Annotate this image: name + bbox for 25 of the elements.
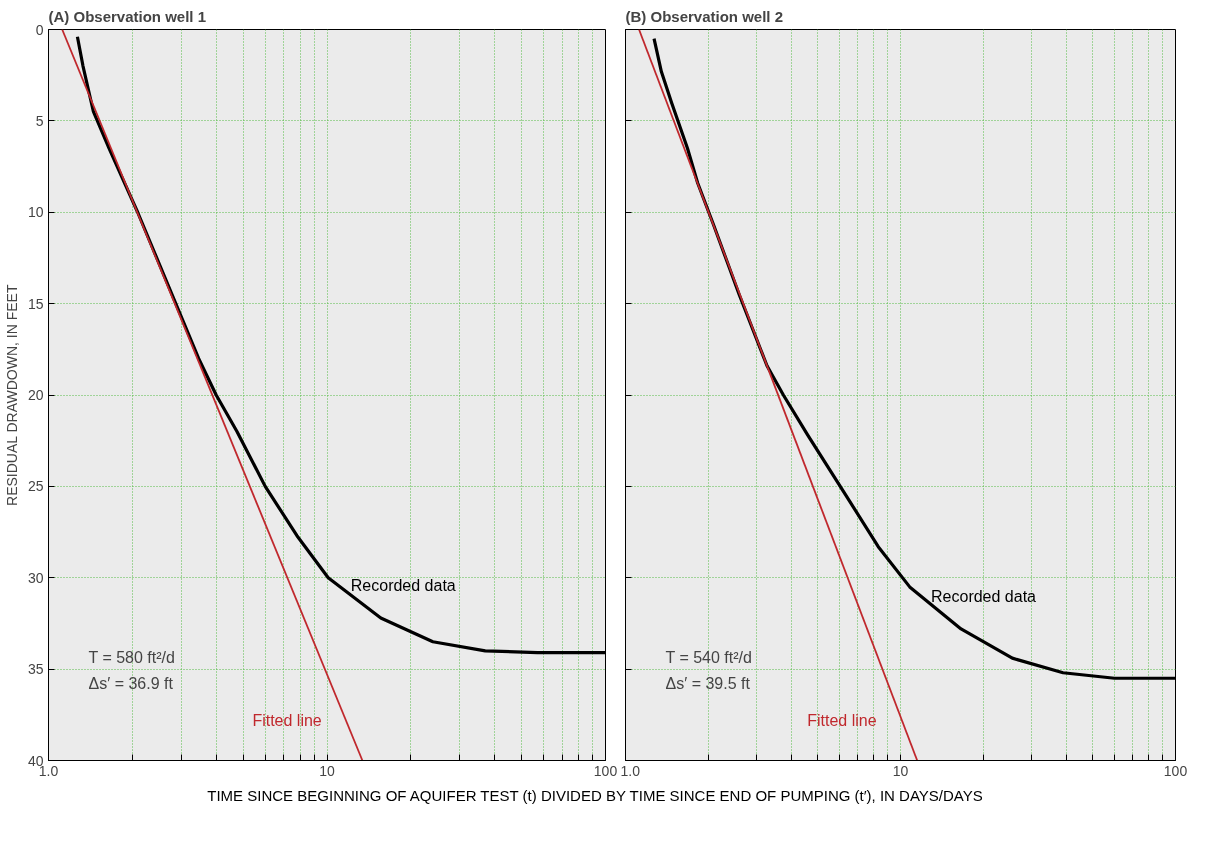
annotation: Δs′ = 39.5 ft <box>665 674 751 692</box>
y-tick-label: 35 <box>27 661 44 678</box>
y-tick-label: 5 <box>35 112 44 129</box>
y-tick-label: 20 <box>27 387 44 403</box>
series-label: Fitted line <box>252 711 322 729</box>
series-label: Recorded data <box>350 576 456 594</box>
y-tick-label: 25 <box>27 478 44 495</box>
y-tick-label: 15 <box>27 295 44 312</box>
y-tick-label: 30 <box>27 569 44 586</box>
x-tick-label: 1.0 <box>620 762 641 779</box>
chart-title: (A) Observation well 1 <box>48 7 207 25</box>
x-tick-label: 100 <box>593 762 618 779</box>
annotation: T = 540 ft²/d <box>665 648 752 666</box>
y-tick-label: 0 <box>35 21 44 38</box>
chart-title: (B) Observation well 2 <box>625 7 784 25</box>
y-axis-title: RESIDUAL DRAWDOWN, IN FEET <box>3 284 20 506</box>
x-tick-label: 100 <box>1163 762 1188 779</box>
x-tick-label: 10 <box>319 762 335 779</box>
y-tick-label: 10 <box>27 204 44 221</box>
x-axis-title: TIME SINCE BEGINNING OF AQUIFER TEST (t) DIVIDED BY TIME SINCE END OF PUMPING (t′), IN DAYS/DAYS <box>207 786 983 806</box>
x-tick-label: 10 <box>892 762 909 779</box>
series-label: Recorded data <box>931 587 1037 605</box>
annotation: T = 580 ft²/d <box>88 648 175 666</box>
annotation: Δs′ = 36.9 ft <box>88 674 174 692</box>
series-label: Fitted line <box>807 711 877 729</box>
